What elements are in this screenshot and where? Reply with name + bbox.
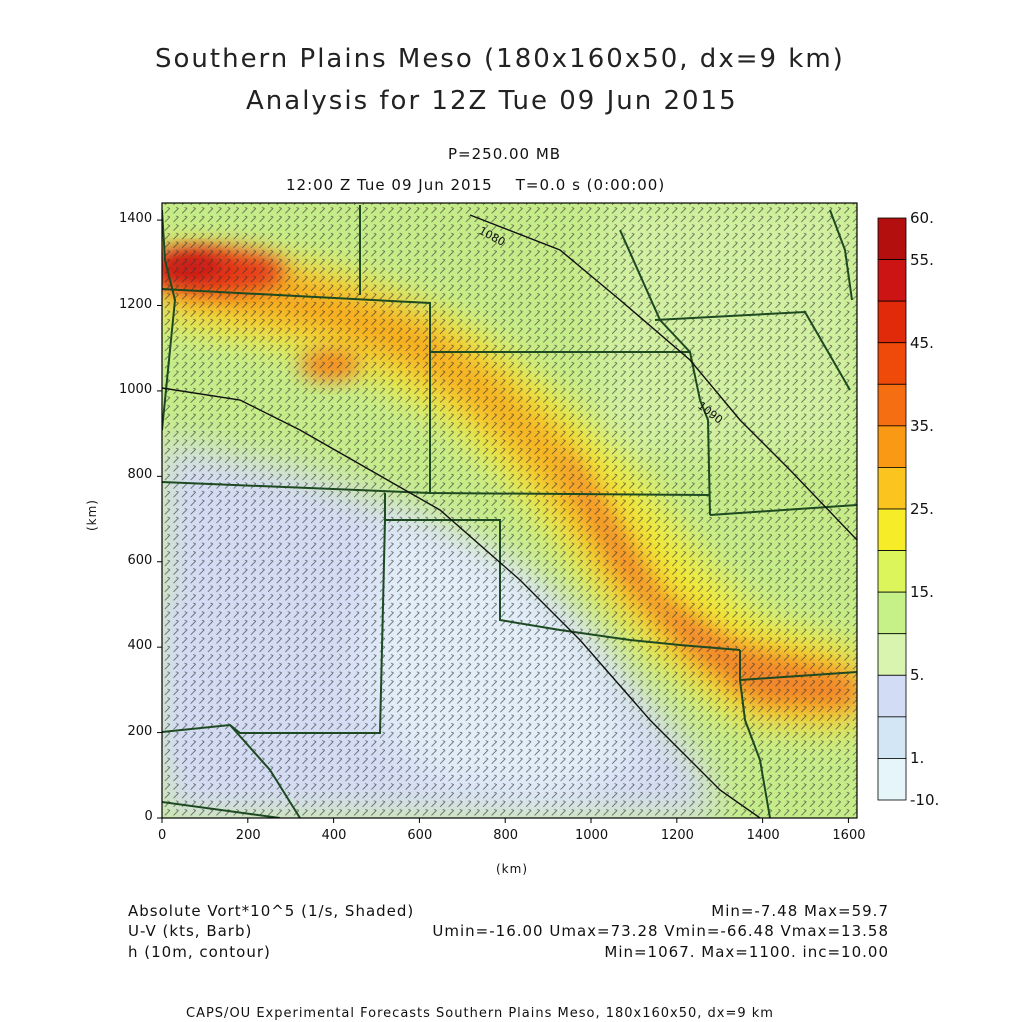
state-boundaries [162, 205, 857, 818]
wind-label: U-V (kts, Barb) [128, 922, 253, 940]
x-tick-marks [161, 818, 849, 823]
colorbar-swatch [877, 300, 907, 344]
colorbar-label: 55. [910, 250, 934, 269]
y-tick-marks [157, 219, 162, 819]
colorbar-label: -10. [910, 791, 940, 809]
colorbar-swatch [877, 758, 907, 801]
colorbar-label: 45. [910, 333, 934, 352]
height-label: h (10m, contour) [128, 943, 271, 961]
x-tick-label: 400 [321, 828, 347, 843]
y-tick-label: 1200 [119, 296, 153, 312]
y-tick-label: 1000 [119, 381, 153, 397]
colorbar-label: 1. [910, 749, 925, 768]
wind-stats: Umin=-16.00 Umax=73.28 Vmin=-66.48 Vmax=… [432, 922, 889, 940]
vorticity-shading [162, 203, 857, 818]
y-tick-label: 800 [127, 467, 153, 483]
colorbar-swatch [877, 383, 907, 427]
x-tick-label: 1200 [660, 828, 694, 843]
y-axis-unit: (km) [85, 498, 100, 532]
colorbar-label: 5. [910, 666, 925, 685]
valid-time: 12:00 Z Tue 09 Jun 2015 T=0.0 s (0:00:00… [286, 176, 666, 194]
colorbar-swatch [877, 259, 907, 302]
colorbar-label: 60. [910, 209, 934, 227]
height-stats: Min=1067. Max=1100. inc=10.00 [604, 943, 889, 961]
y-tick-label: 600 [127, 552, 153, 568]
x-tick-label: 1000 [575, 828, 609, 843]
colorbar-swatch [877, 716, 907, 759]
height-contours [162, 214, 857, 818]
colorbar-swatch [877, 425, 907, 468]
colorbar-swatch [877, 550, 907, 593]
colorbar-swatch [877, 342, 907, 385]
x-tick-label: 1600 [832, 828, 866, 843]
vorticity-stats: Min=-7.48 Max=59.7 [711, 902, 889, 920]
x-tick-label: 800 [493, 828, 519, 843]
colorbar-swatch [877, 591, 907, 635]
pressure-level: P=250.00 MB [448, 145, 562, 163]
y-tick-label: 1400 [119, 211, 153, 227]
colorbar-swatch [877, 633, 907, 676]
footer-credit: CAPS/OU Experimental Forecasts Southern … [186, 1006, 774, 1021]
x-tick-label: 600 [407, 828, 433, 843]
colorbar-swatch [877, 467, 907, 510]
x-axis-unit: (km) [496, 862, 529, 876]
colorbar-label: 35. [910, 416, 934, 435]
x-tick-label: 0 [158, 828, 167, 843]
colorbar-swatch [877, 508, 907, 551]
plot-frame [161, 202, 858, 819]
colorbar-label: 15. [910, 583, 934, 602]
x-tick-label: 1400 [746, 828, 780, 843]
colorbar-label: 25. [910, 500, 934, 518]
y-tick-label: 400 [127, 638, 153, 654]
y-tick-label: 0 [144, 809, 153, 824]
x-tick-label: 200 [235, 828, 261, 843]
colorbar-swatch [877, 217, 907, 260]
y-tick-label: 200 [127, 723, 153, 739]
colorbar [877, 217, 907, 801]
title-line-2: Analysis for 12Z Tue 09 Jun 2015 [246, 86, 738, 116]
vorticity-label: Absolute Vort*10^5 (1/s, Shaded) [128, 902, 415, 920]
colorbar-swatch [877, 674, 907, 718]
title-line-1: Southern Plains Meso (180x160x50, dx=9 k… [155, 44, 845, 74]
